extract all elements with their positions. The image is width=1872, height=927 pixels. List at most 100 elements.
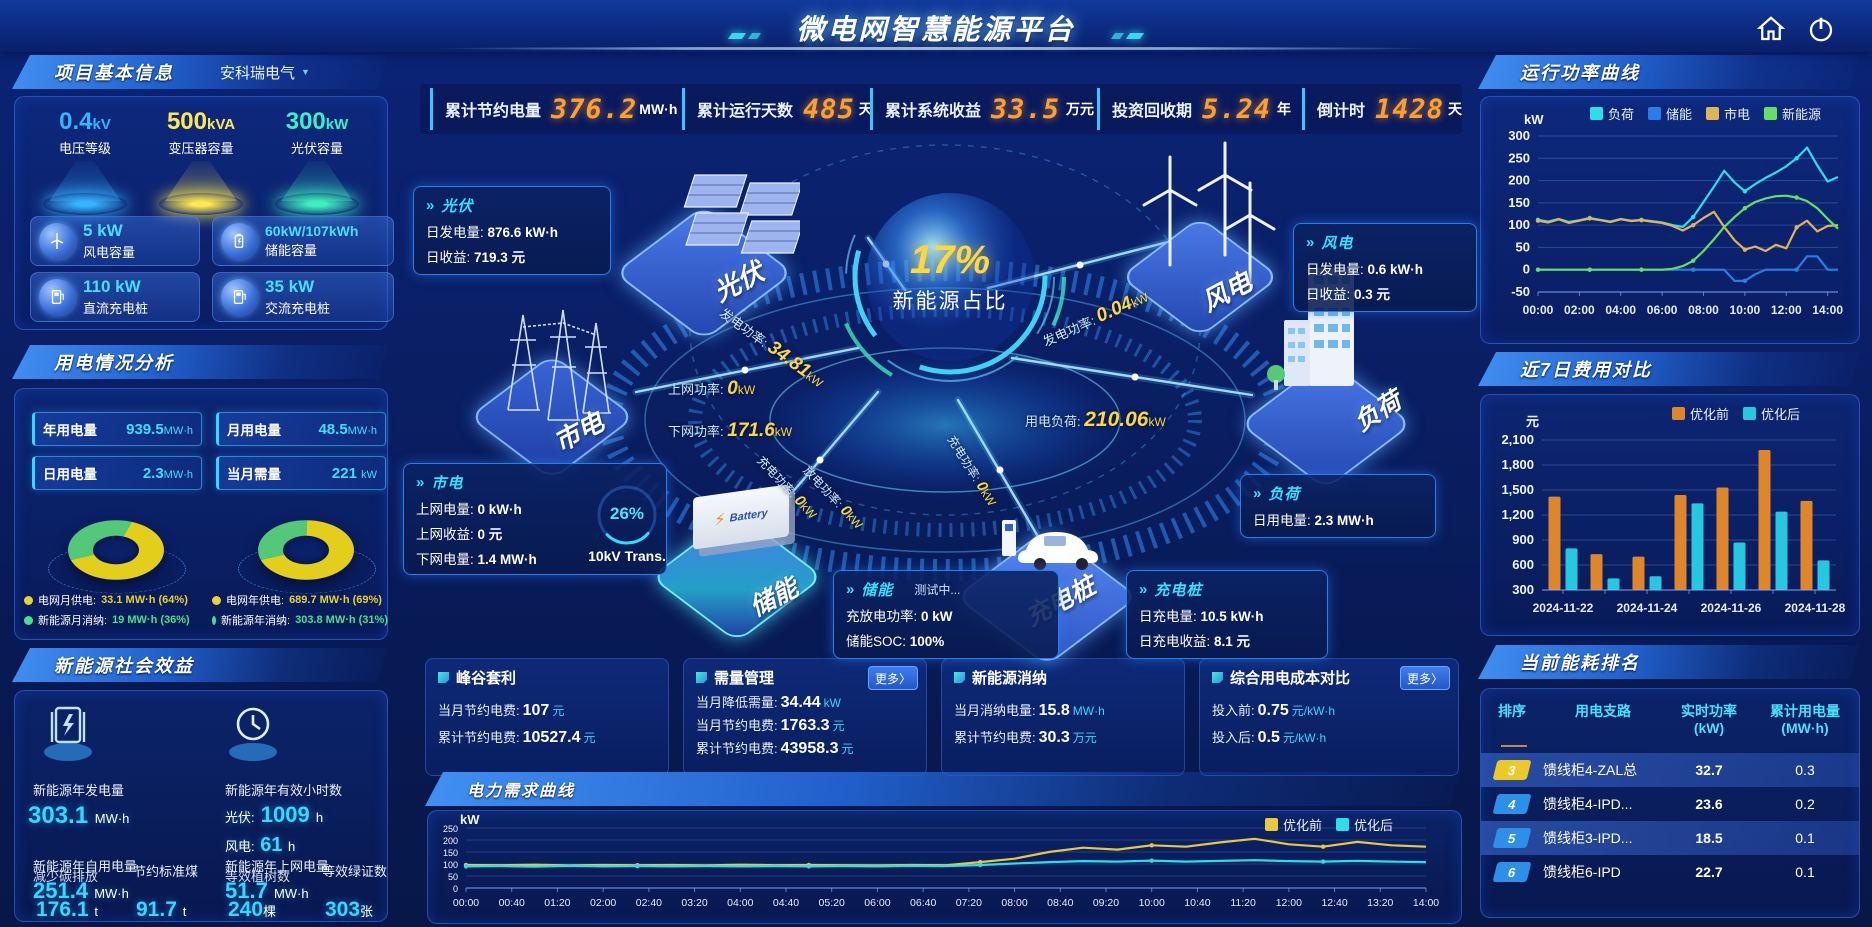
col-header: 实时功率: [1681, 703, 1737, 719]
svg-text:03:20: 03:20: [681, 897, 707, 909]
svg-text:00:40: 00:40: [499, 897, 525, 909]
card-row-value: 10527.4: [522, 729, 581, 746]
legend-item-优化前[interactable]: 优化前: [1672, 404, 1729, 423]
chevrons-icon: »: [416, 474, 425, 491]
stat-value: 33.5: [991, 93, 1061, 125]
legend-label: 优化后: [1354, 818, 1394, 833]
stat-month-demand: 当月需量 221 kW: [216, 456, 386, 490]
company-dropdown[interactable]: 安科瑞电气 ▼: [220, 62, 310, 83]
infobox-row-value: 0 元: [477, 527, 503, 542]
legend-item-优化后[interactable]: 优化后: [1336, 815, 1393, 834]
legend-item-新能源[interactable]: 新能源: [1764, 104, 1821, 123]
realtime-power: 22.7: [1695, 864, 1723, 880]
legend-swatch: [1590, 107, 1603, 120]
svg-text:2024-11-24: 2024-11-24: [1617, 601, 1678, 615]
svg-text:04:00: 04:00: [727, 897, 753, 909]
table-row[interactable]: 6 馈线柜6-IPD 22.7 0.1: [1481, 855, 1859, 889]
svg-text:08:40: 08:40: [1047, 897, 1073, 909]
card-row-value: 0.5: [1257, 729, 1280, 746]
legend-dot: [24, 615, 33, 625]
donut-year-supply: [258, 520, 354, 580]
flow-label: 用电负荷:: [1025, 414, 1081, 429]
usage-unit: MW·h: [347, 424, 377, 437]
svg-text:600: 600: [1512, 557, 1534, 572]
card-value: 60kW/107kWh: [265, 223, 359, 239]
svg-text:09:20: 09:20: [1093, 897, 1119, 909]
svg-text:1,500: 1,500: [1501, 482, 1534, 497]
benefit-export-unit: MW·h: [273, 886, 309, 901]
benefit-coal-unit: t: [182, 904, 187, 919]
chevrons-icon: »: [1139, 581, 1148, 598]
card-row-value: 34.44: [780, 694, 821, 711]
spotlight-value: 500: [166, 108, 207, 135]
solar-panels-icon: [683, 174, 805, 254]
panel-header-usage: 用电情况分析: [12, 345, 388, 379]
card-row-label: 投入后:: [1212, 730, 1255, 745]
card-row-value: 0.75: [1257, 702, 1289, 719]
card-row-value: 43958.3: [780, 740, 839, 757]
page-title-row: 微电网智慧能源平台: [0, 8, 1872, 48]
stat-energy-saved: 累计节约电量 376.2 MW·h: [430, 88, 690, 130]
generation-station-icon: [40, 702, 96, 764]
legend-item-负荷[interactable]: 负荷: [1590, 104, 1634, 123]
card-row-unit: kW: [823, 696, 841, 710]
panel-title: 近7日费用对比: [1520, 360, 1653, 380]
legend-item-优化后[interactable]: 优化后: [1743, 404, 1800, 423]
panel-title: 当前能耗排名: [1520, 653, 1640, 673]
card-row-unit: 元: [841, 742, 854, 756]
card-row-label: 累计节约电费:: [954, 730, 1036, 745]
legend-label: 电网年供电:: [226, 595, 285, 607]
stat-unit: 天: [858, 101, 873, 117]
benefit-gen-label: 新能源年发电量: [33, 783, 125, 798]
svg-text:100: 100: [1508, 217, 1530, 232]
infobox-row-label: 日收益:: [1306, 287, 1351, 302]
svg-text:10:00: 10:00: [1139, 897, 1165, 909]
stat-unit: 天: [1448, 101, 1463, 117]
renewable-share-label: 新能源占比: [892, 290, 1008, 313]
table-row[interactable]: 5 馈线柜3-IPD... 18.5 0.1: [1481, 821, 1859, 855]
card-row-unit: 万元: [1072, 731, 1097, 745]
spotlight-value: 0.4: [59, 108, 93, 135]
panel-body-social-benefit: [14, 690, 388, 922]
charger-island: [955, 498, 1140, 667]
flow-import-power: 下网功率: 171.6kW: [668, 420, 792, 442]
svg-text:14:00: 14:00: [1812, 303, 1843, 317]
more-button[interactable]: 更多〉: [868, 666, 918, 690]
legend-value: 19 MW·h (36%): [112, 614, 190, 626]
table-row[interactable]: 3 馈线柜4-ZAL总 32.7 0.3: [1481, 753, 1859, 787]
card-row-label: 当月降低需量:: [696, 695, 778, 710]
power-icon[interactable]: [1806, 14, 1836, 44]
glow-disc: [159, 193, 243, 215]
benefit-tree-label: 等效植树数: [225, 869, 291, 884]
benefit-self-label: 新能源年自用电量: [33, 859, 138, 874]
card-row-unit: 元/kW·h: [1282, 731, 1327, 745]
svg-text:300: 300: [1508, 128, 1530, 143]
infobox-row-value: 100%: [909, 634, 945, 649]
legend-swatch: [1336, 818, 1350, 831]
home-icon[interactable]: [1756, 14, 1786, 44]
grid-island: [468, 295, 636, 481]
more-button[interactable]: 更多〉: [1400, 666, 1450, 690]
col-header-unit: (MW·h): [1781, 720, 1829, 736]
legend-swatch: [1743, 407, 1757, 420]
legend-item-市电[interactable]: 市电: [1706, 104, 1750, 123]
usage-unit: kW: [361, 468, 377, 481]
benefit-co2-unit: t: [94, 904, 99, 919]
chevrons-icon: »: [426, 197, 435, 214]
infobox-title: 光伏: [441, 198, 474, 215]
panel-header-social-benefit: 新能源社会效益: [12, 648, 388, 682]
table-row[interactable]: 4 馈线柜4-IPD... 23.6 0.2: [1481, 787, 1859, 821]
svg-text:50: 50: [448, 872, 458, 882]
svg-text:08:00: 08:00: [1001, 897, 1027, 909]
infobox-row-label: 日用电量:: [1253, 513, 1311, 528]
chevron-down-icon[interactable]: ▼: [301, 67, 310, 77]
stat-label: 投资回收期: [1112, 103, 1193, 120]
card-value: 5 kW: [83, 221, 123, 240]
flow-label: 下网功率:: [668, 424, 724, 439]
benefit-cert-unit: 张: [360, 904, 374, 919]
company-dropdown-value[interactable]: 安科瑞电气: [220, 64, 296, 82]
legend-item-优化前[interactable]: 优化前: [1265, 815, 1322, 834]
flow-unit: kW: [737, 383, 756, 397]
legend-renew-month: 新能源月消纳: 19 MW·h (36%): [24, 612, 190, 628]
legend-item-储能[interactable]: 储能: [1648, 104, 1692, 123]
